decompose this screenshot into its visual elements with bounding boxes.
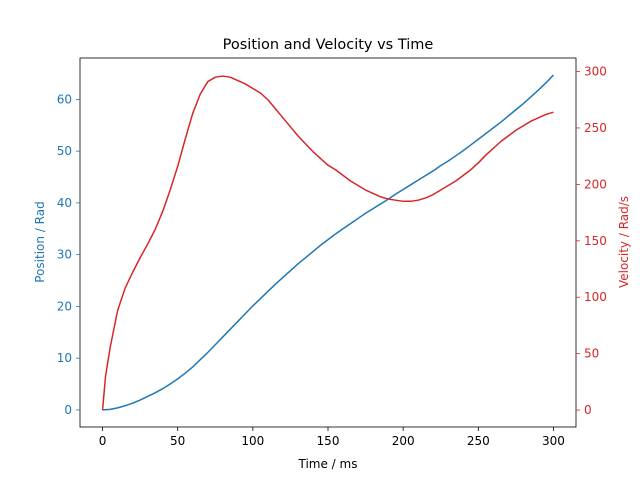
left-y-tick-label: 0 [64,403,72,417]
right-y-tick-label: 0 [584,403,592,417]
x-tick-label: 100 [241,434,264,448]
left-y-tick-label: 10 [57,351,72,365]
position-series-line [102,74,554,411]
left-y-tick-label: 60 [57,92,72,106]
x-tick-label: 0 [99,434,107,448]
x-tick-label: 250 [467,434,490,448]
right-y-axis-label: Velocity / Rad/s [617,196,631,288]
left-y-tick-label: 30 [57,248,72,262]
x-tick-label: 50 [170,434,185,448]
left-y-tick-label: 20 [57,299,72,313]
right-y-tick-label: 250 [584,121,607,135]
right-y-tick-label: 150 [584,234,607,248]
x-axis: 0 50 100 150 200 250 300 [99,427,565,448]
velocity-series-line [101,75,554,411]
left-y-axis: 0 10 20 30 40 50 60 [57,92,80,417]
right-y-tick-label: 300 [584,65,607,79]
left-y-tick-label: 40 [57,196,72,210]
left-y-tick-label: 50 [57,144,72,158]
plot-area [101,74,554,411]
right-y-axis: 0 50 100 150 200 250 300 [576,65,607,417]
x-tick-label: 200 [392,434,415,448]
right-y-tick-label: 200 [584,177,607,191]
left-y-axis-label: Position / Rad [33,201,47,282]
x-axis-label: Time / ms [298,457,358,471]
x-tick-label: 150 [317,434,340,448]
right-y-tick-label: 50 [584,347,599,361]
right-y-tick-label: 100 [584,290,607,304]
axes-frame [79,57,577,428]
chart-title: Position and Velocity vs Time [223,37,434,53]
x-tick-label: 300 [542,434,565,448]
